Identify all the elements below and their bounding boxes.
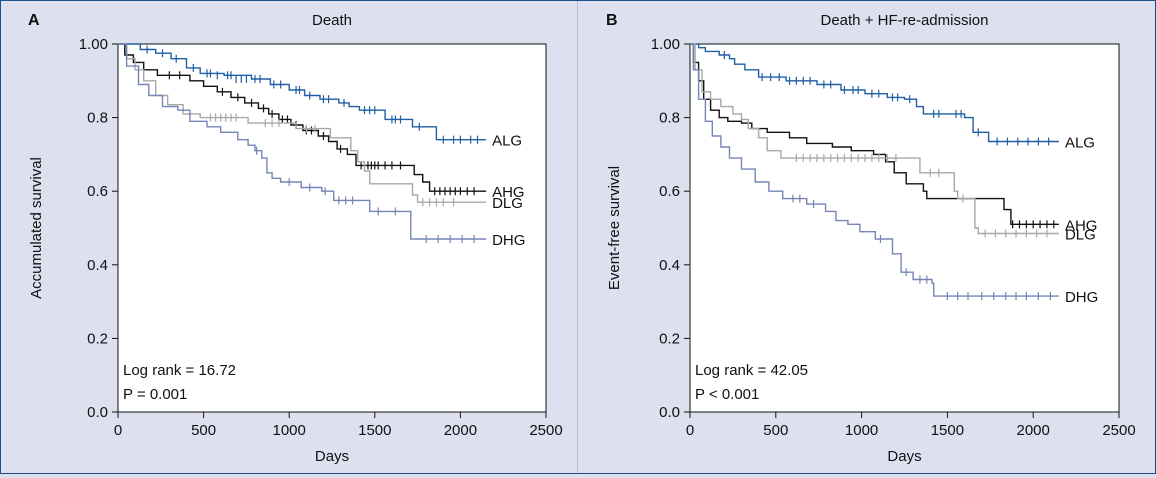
x-tick-label: 0 bbox=[114, 422, 122, 439]
y-tick-label: 0.4 bbox=[659, 257, 680, 274]
x-tick-label: 2500 bbox=[529, 422, 562, 439]
x-tick-label: 500 bbox=[191, 422, 216, 439]
y-tick-label: 0.4 bbox=[87, 257, 108, 274]
survival-curve-dhg bbox=[690, 43, 1059, 297]
y-tick-label: 0.8 bbox=[659, 110, 680, 127]
y-tick-label: 0.2 bbox=[87, 330, 108, 347]
x-tick-label: 0 bbox=[686, 422, 694, 439]
chart-title: Death bbox=[312, 12, 352, 29]
p-value-text: P = 0.001 bbox=[123, 386, 187, 403]
p-value-text: P < 0.001 bbox=[695, 386, 759, 403]
x-tick-label: 2500 bbox=[1102, 422, 1135, 439]
y-tick-label: 0.6 bbox=[659, 183, 680, 200]
y-tick-label: 0.0 bbox=[87, 404, 108, 421]
series-label-dhg: DHG bbox=[492, 232, 525, 249]
y-axis-label: Event-free survival bbox=[606, 166, 623, 290]
series-ahg bbox=[118, 43, 487, 196]
log-rank-text: Log rank = 16.72 bbox=[123, 362, 236, 379]
survival-curve-ahg bbox=[690, 43, 1059, 225]
x-tick-label: 1500 bbox=[931, 422, 964, 439]
x-tick-label: 2000 bbox=[444, 422, 477, 439]
survival-curve-dlg bbox=[690, 43, 1059, 235]
survival-curve-dhg bbox=[118, 43, 487, 240]
series-label-alg: ALG bbox=[1065, 135, 1095, 152]
series-dlg bbox=[690, 43, 1059, 238]
y-tick-label: 0.6 bbox=[87, 183, 108, 200]
series-label-alg: ALG bbox=[492, 133, 522, 150]
y-tick-label: 0.8 bbox=[87, 110, 108, 127]
x-tick-label: 500 bbox=[763, 422, 788, 439]
survival-curve-dlg bbox=[118, 43, 487, 203]
y-tick-label: 0.2 bbox=[659, 330, 680, 347]
series-label-dhg: DHG bbox=[1065, 289, 1098, 306]
y-axis-label: Accumulated survival bbox=[28, 157, 45, 299]
series-ahg bbox=[690, 43, 1059, 229]
panel-label: A bbox=[28, 12, 40, 29]
panel-label: B bbox=[606, 12, 618, 29]
series-dhg bbox=[690, 43, 1059, 301]
x-tick-label: 2000 bbox=[1017, 422, 1050, 439]
y-tick-label: 0.0 bbox=[659, 404, 680, 421]
x-tick-label: 1500 bbox=[358, 422, 391, 439]
x-tick-label: 1000 bbox=[273, 422, 306, 439]
series-label-dlg: DLG bbox=[492, 195, 523, 212]
series-label-dlg: DLG bbox=[1065, 227, 1096, 244]
series-dlg bbox=[118, 43, 487, 207]
survival-curve-alg bbox=[118, 43, 487, 141]
log-rank-text: Log rank = 42.05 bbox=[695, 362, 808, 379]
series-alg bbox=[118, 43, 487, 144]
series-label-ahg: AHG bbox=[492, 184, 525, 201]
series-label-ahg: AHG bbox=[1065, 217, 1098, 234]
x-axis-label: Days bbox=[887, 448, 921, 465]
y-tick-label: 1.00 bbox=[651, 36, 680, 53]
chart-title: Death + HF-re-admission bbox=[821, 12, 989, 29]
plot-area bbox=[117, 43, 547, 413]
series-dhg bbox=[118, 43, 487, 244]
series-alg bbox=[690, 43, 1059, 146]
x-axis-label: Days bbox=[315, 448, 349, 465]
y-tick-label: 1.00 bbox=[79, 36, 108, 53]
x-tick-label: 1000 bbox=[845, 422, 878, 439]
